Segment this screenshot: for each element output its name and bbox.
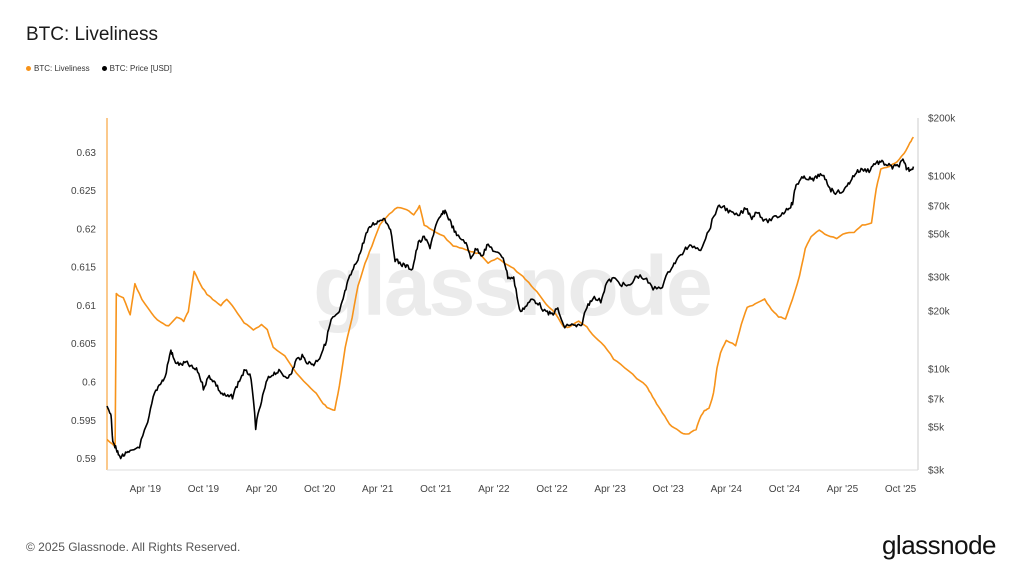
x-tick-label: Oct '22	[536, 484, 568, 495]
left-tick-label: 0.615	[71, 263, 96, 274]
left-axis-ticks: 0.59 0.595 0.6 0.605 0.61 0.615 0.62 0.625 0.63	[71, 148, 96, 465]
left-tick-label: 0.59	[77, 454, 97, 465]
legend-swatch-price	[101, 66, 107, 71]
x-tick-label: Oct '20	[304, 484, 336, 495]
right-tick-label: $10k	[928, 365, 951, 376]
liveliness-series-line	[106, 136, 915, 448]
brand-logo: glassnode	[881, 530, 997, 560]
legend: BTC: Liveliness BTC: Price [USD]	[26, 64, 172, 73]
left-tick-label: 0.605	[71, 339, 96, 350]
right-tick-label: $30k	[928, 273, 951, 284]
x-tick-label: Oct '25	[885, 484, 917, 495]
price-series-line	[106, 158, 915, 460]
right-tick-label: $5k	[928, 423, 945, 434]
right-tick-label: $200k	[928, 114, 956, 125]
x-tick-label: Apr '24	[711, 484, 743, 495]
x-tick-label: Apr '25	[827, 484, 859, 495]
left-tick-label: 0.62	[77, 224, 97, 235]
x-tick-label: Oct '21	[420, 484, 452, 495]
chart-title: BTC: Liveliness	[26, 24, 158, 45]
x-axis-ticks: Apr '19 Oct '19 Apr '20 Oct '20 Apr '21 Oct '…	[130, 484, 917, 495]
x-tick-label: Oct '19	[188, 484, 220, 495]
x-tick-label: Apr '19	[130, 484, 162, 495]
right-tick-label: $3k	[928, 466, 945, 477]
right-tick-label: $20k	[928, 306, 951, 317]
x-tick-label: Apr '20	[246, 484, 278, 495]
legend-label-price: BTC: Price [USD]	[109, 64, 172, 73]
left-tick-label: 0.61	[77, 301, 97, 312]
copyright-footer: © 2025 Glassnode. All Rights Reserved.	[26, 540, 241, 554]
right-tick-label: $100k	[928, 172, 956, 183]
legend-item-liveliness[interactable]: BTC: Liveliness	[26, 64, 90, 73]
right-axis-ticks: $3k $5k $7k $10k $20k $30k $50k $70k $100k $200k	[928, 114, 956, 477]
x-tick-label: Oct '24	[769, 484, 801, 495]
right-tick-label: $7k	[928, 394, 945, 405]
left-tick-label: 0.625	[71, 186, 96, 197]
x-tick-label: Oct '23	[653, 484, 685, 495]
legend-item-price[interactable]: BTC: Price [USD]	[101, 64, 172, 73]
left-tick-label: 0.6	[82, 378, 96, 389]
left-tick-label: 0.595	[71, 416, 96, 427]
left-tick-label: 0.63	[77, 148, 97, 159]
legend-label-liveliness: BTC: Liveliness	[34, 64, 90, 73]
x-tick-label: Apr '22	[478, 484, 510, 495]
legend-swatch-liveliness	[26, 66, 31, 71]
right-tick-label: $70k	[928, 201, 951, 212]
x-tick-label: Apr '21	[362, 484, 394, 495]
right-tick-label: $50k	[928, 230, 951, 241]
watermark: glassnode	[313, 239, 710, 333]
x-tick-label: Apr '23	[594, 484, 626, 495]
